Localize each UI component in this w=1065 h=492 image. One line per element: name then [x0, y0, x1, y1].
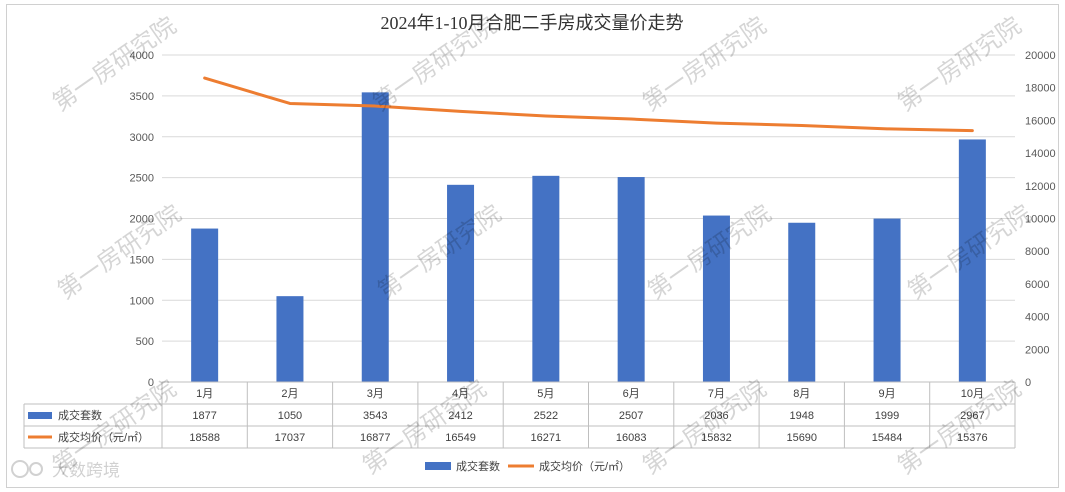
- y-right-tick-label: 2000: [1025, 344, 1049, 356]
- line-value-label: 15376: [957, 432, 988, 444]
- data-table: 1月 1877 18588 2月 1050 17037 3月 3543 16877 4月 2412 1…: [23, 381, 1016, 449]
- y-left-tick-label: 3500: [130, 91, 154, 103]
- bar: [447, 184, 475, 382]
- bar: [702, 215, 730, 382]
- bar: [617, 177, 645, 382]
- y-right-tick-label: 0: [1025, 377, 1031, 389]
- bar-value-label: 1948: [790, 410, 814, 422]
- bar-value-label: 1999: [875, 410, 899, 422]
- line-series: [203, 76, 974, 133]
- x-tick-label: 8月: [793, 388, 810, 400]
- x-tick-label: 2月: [281, 388, 298, 400]
- bar: [788, 222, 816, 382]
- line-value-label: 16083: [616, 432, 647, 444]
- watermark-text: 第一房研究院: [47, 11, 181, 117]
- bar: [873, 218, 901, 382]
- bar-value-label: 2967: [960, 410, 984, 422]
- x-tick-label: 1月: [196, 388, 213, 400]
- y-left-tick-label: 1500: [130, 254, 154, 266]
- bar-value-label: 1877: [192, 410, 216, 422]
- line-value-label: 18588: [189, 432, 220, 444]
- y-right-tick-label: 10000: [1025, 214, 1056, 226]
- chart-title: 2024年1-10月合肥二手房成交量价走势: [381, 13, 684, 33]
- y-right-tick-label: 8000: [1025, 246, 1049, 258]
- bar-value-label: 2036: [704, 410, 728, 422]
- bar-series: [191, 92, 986, 383]
- row-header-line: 成交均价（元/㎡）: [58, 430, 149, 444]
- y-right-tick-label: 20000: [1025, 50, 1056, 62]
- x-tick-label: 9月: [878, 388, 895, 400]
- watermark-text: 第一房研究院: [637, 374, 771, 480]
- y-left-tick-label: 2000: [130, 214, 154, 226]
- x-tick-label: 6月: [623, 388, 640, 400]
- y-left-tick-label: 1000: [130, 295, 154, 307]
- logo-icon: [29, 462, 43, 476]
- watermark-text: 第一房研究院: [892, 374, 1026, 480]
- y-left-tick-label: 500: [136, 336, 154, 348]
- bar-value-label: 2522: [534, 410, 558, 422]
- bar: [361, 92, 389, 383]
- bar: [958, 139, 986, 382]
- y-left-tick-label: 3000: [130, 132, 154, 144]
- watermark-text: 第一房研究院: [372, 199, 506, 305]
- legend-label-line: 成交均价（元/㎡）: [539, 459, 630, 473]
- legend-label-bar: 成交套数: [456, 459, 500, 473]
- y-left-tick-label: 0: [148, 377, 154, 389]
- logo-text: 大数跨境: [52, 461, 120, 481]
- y-right-tick-label: 16000: [1025, 115, 1056, 127]
- line-value-label: 15484: [872, 432, 903, 444]
- line-value-label: 17037: [275, 432, 306, 444]
- watermark-text: 第一房研究院: [892, 11, 1026, 117]
- legend-swatch-bar: [425, 462, 451, 470]
- x-tick-label: 7月: [708, 388, 725, 400]
- bar: [276, 296, 304, 382]
- x-tick-label: 3月: [367, 388, 384, 400]
- y-left-tick-label: 4000: [130, 50, 154, 62]
- y-right-tick-label: 6000: [1025, 279, 1049, 291]
- y-left-tick-label: 2500: [130, 173, 154, 185]
- bar-value-label: 3543: [363, 410, 387, 422]
- line-value-label: 16877: [360, 432, 391, 444]
- bar-value-label: 2507: [619, 410, 643, 422]
- y-right-tick-label: 4000: [1025, 312, 1049, 324]
- bar: [532, 175, 560, 382]
- y-right-tick-label: 18000: [1025, 83, 1056, 95]
- x-tick-label: 10月: [961, 388, 984, 400]
- line-value-label: 15832: [701, 432, 732, 444]
- x-tick-label: 4月: [452, 388, 469, 400]
- watermark-text: 第一房研究院: [52, 199, 186, 305]
- y-right-tick-label: 14000: [1025, 148, 1056, 160]
- y-right-tick-label: 12000: [1025, 181, 1056, 193]
- avg-price-line: [203, 76, 974, 133]
- x-tick-label: 5月: [537, 388, 554, 400]
- line-value-label: 16271: [531, 432, 562, 444]
- row-key-bar: [28, 412, 52, 419]
- bar: [191, 228, 219, 382]
- line-value-label: 16549: [445, 432, 476, 444]
- legend: 成交套数 成交均价（元/㎡）: [425, 459, 630, 473]
- bar-value-label: 1050: [278, 410, 302, 422]
- logo-icon: [11, 460, 29, 478]
- bar-value-label: 2412: [448, 410, 472, 422]
- axes: 0 500 1000 1500 2000 2500 3000 3500 4000 0 2000 400…: [130, 50, 1056, 389]
- row-header-bars: 成交套数: [58, 408, 102, 422]
- line-value-label: 15690: [786, 432, 817, 444]
